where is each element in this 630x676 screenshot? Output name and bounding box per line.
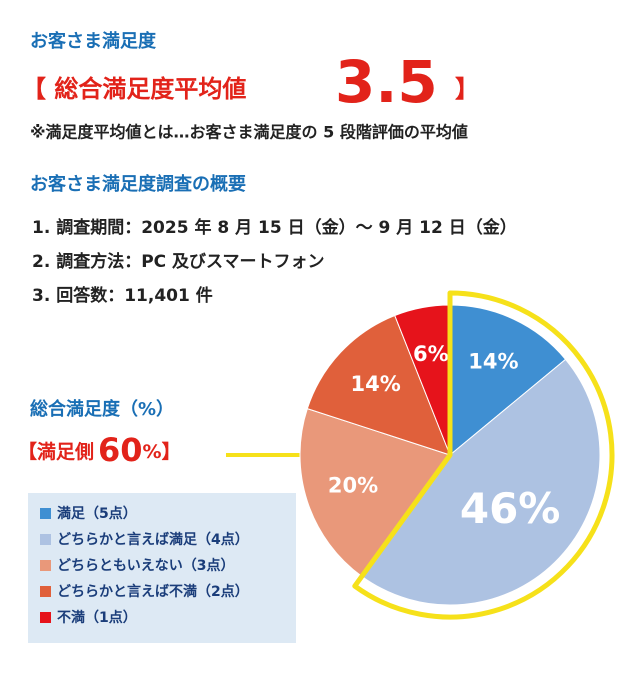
- highlight-value: 60: [98, 431, 143, 469]
- highlight-outline: [352, 290, 615, 620]
- slice-label: 46%: [460, 484, 561, 533]
- legend-swatch: [40, 534, 51, 545]
- highlight: 【満足側 60%】: [18, 431, 181, 469]
- page-title: お客さま満足度: [30, 30, 157, 52]
- overview-item: 1. 調査期間：2025 年 8 月 15 日（金）～ 9 月 12 日（金）: [32, 217, 517, 238]
- legend-label: どちらかと言えば不満（2点）: [57, 583, 249, 600]
- overview-title: お客さま満足度調査の概要: [30, 173, 246, 195]
- legend-label: どちらかと言えば満足（4点）: [57, 531, 249, 548]
- average-suffix: 】: [455, 75, 479, 103]
- average-value: 3.5: [335, 48, 438, 116]
- legend-swatch: [40, 612, 51, 623]
- legend-swatch: [40, 560, 51, 571]
- legend-box: [28, 493, 296, 643]
- slice-label: 14%: [351, 372, 401, 396]
- highlight-prefix: 【満足側: [18, 440, 94, 463]
- legend-label: 不満（1点）: [57, 609, 137, 626]
- pie-slice: [449, 304, 567, 457]
- overview-item: 2. 調査方法：PC 及びスマートフォン: [32, 251, 325, 272]
- slice-label: 14%: [468, 350, 518, 374]
- slice-label: 6%: [413, 342, 449, 366]
- highlight-suffix: 】: [162, 440, 181, 463]
- chart-title: 総合満足度（%）: [30, 398, 174, 420]
- legend: 満足（5点） どちらかと言えば満足（4点） どちらともいえない（3点） どちらかと言え…: [40, 505, 249, 626]
- pie: 14% 46% 20% 14% 6%: [299, 290, 615, 620]
- note: ※満足度平均値とは…お客さま満足度の 5 段階評価の平均値: [30, 123, 468, 142]
- legend-label: 満足（5点）: [57, 505, 137, 522]
- pie-slice: [306, 314, 451, 456]
- legend-label: どちらともいえない（3点）: [57, 557, 234, 574]
- overview-item: 3. 回答数：11,401 件: [32, 285, 213, 306]
- legend-swatch: [40, 586, 51, 597]
- average-prefix: 【 総合満足度平均値: [22, 75, 246, 103]
- pie-slice: [299, 408, 451, 578]
- legend-swatch: [40, 508, 51, 519]
- slice-label: 20%: [328, 474, 378, 498]
- pie-slice: [361, 358, 601, 606]
- highlight-unit: %: [143, 441, 162, 463]
